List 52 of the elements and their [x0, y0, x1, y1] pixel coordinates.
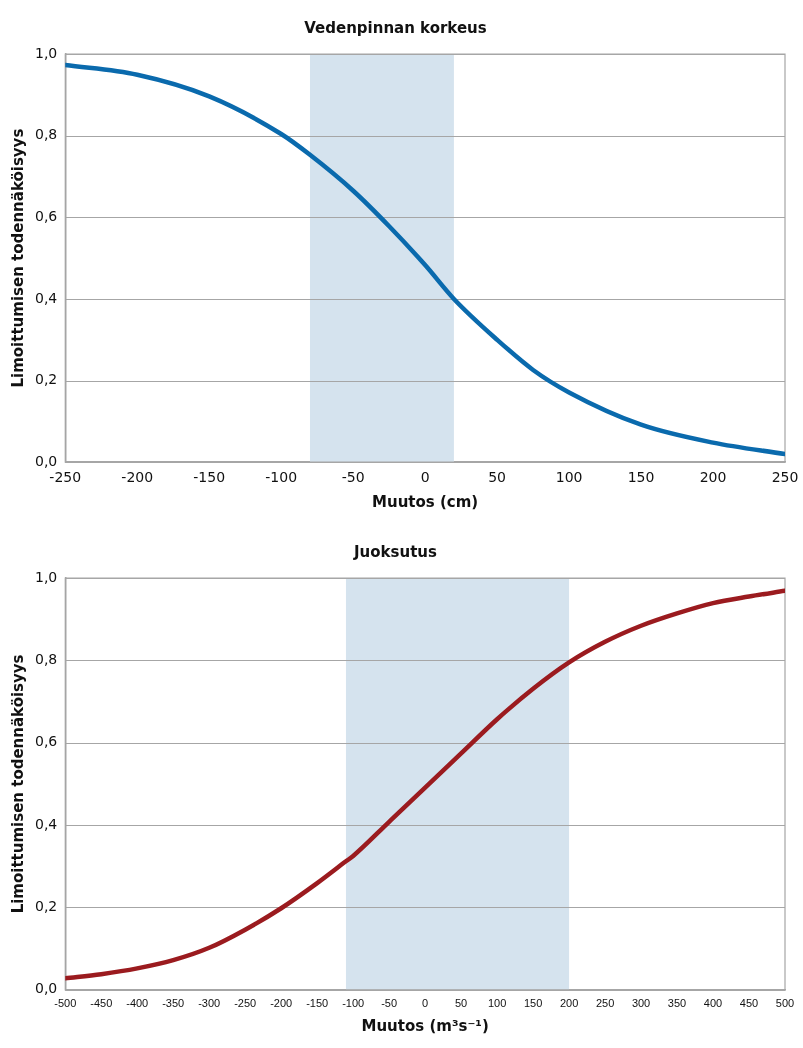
y-tick-label: 0,0 [35, 452, 58, 469]
x-tick-label: -100 [342, 997, 365, 1010]
x-tick-label: -200 [270, 997, 293, 1010]
x-tick-label: 250 [595, 997, 615, 1010]
line-series [65, 588, 785, 981]
x-tick-label: -50 [381, 997, 398, 1010]
y-tick-label: 0,2 [35, 898, 58, 915]
x-tick-label: -450 [90, 997, 113, 1010]
y-tick-label: 0,6 [35, 207, 58, 224]
x-tick-label: 150 [523, 997, 543, 1010]
x-tick-label: -250 [234, 997, 257, 1010]
x-tick-label: 50 [488, 469, 507, 486]
x-tick-label: 50 [454, 997, 468, 1010]
x-tick-label: 200 [559, 997, 579, 1010]
x-tick-label: 500 [775, 997, 795, 1010]
x-tick-label: -200 [121, 469, 154, 486]
x-tick-label: -100 [265, 469, 298, 486]
x-tick-label: 0 [420, 469, 430, 486]
x-tick-label: -150 [193, 469, 226, 486]
x-tick-label: -350 [162, 997, 185, 1010]
x-tick-label: -250 [49, 469, 82, 486]
x-tick-label: 350 [667, 997, 687, 1010]
x-tick-label: 0 [422, 997, 429, 1010]
x-tick-label: 300 [631, 997, 651, 1010]
x-tick-label: -500 [54, 997, 77, 1010]
y-axis-title: Limoittumisen todennäköisyys [8, 654, 27, 914]
y-tick-label: 0,4 [35, 815, 58, 832]
x-tick-label: 250 [771, 469, 799, 486]
x-tick-label: 200 [699, 469, 727, 486]
x-axis-title: Muutos (cm) [372, 492, 479, 511]
y-tick-label: 0,2 [35, 371, 58, 388]
x-tick-label: 400 [703, 997, 723, 1010]
y-tick-label: 0,8 [35, 126, 58, 143]
x-tick-label: 450 [739, 997, 759, 1010]
chart-title: Juoksutus [353, 542, 438, 561]
y-tick-label: 0,6 [35, 733, 58, 750]
x-tick-label: -50 [341, 469, 365, 486]
y-axis-title: Limoittumisen todennäköisyys [8, 128, 27, 388]
line-series [65, 62, 785, 457]
y-tick-label: 0,0 [35, 980, 58, 997]
x-tick-label: 150 [627, 469, 655, 486]
y-tick-label: 0,4 [35, 289, 58, 306]
x-tick-label: -300 [198, 997, 221, 1010]
x-tick-label: 100 [487, 997, 507, 1010]
x-axis-title: Muutos (m³s⁻¹) [361, 1016, 489, 1035]
y-tick-label: 0,8 [35, 651, 58, 667]
y-tick-label: 1,0 [35, 44, 58, 61]
x-tick-label: 100 [555, 469, 583, 486]
x-tick-label: -400 [126, 997, 149, 1010]
x-tick-label: -150 [306, 997, 329, 1010]
chart-title: Vedenpinnan korkeus [304, 18, 487, 37]
y-tick-label: 1,0 [35, 568, 58, 585]
